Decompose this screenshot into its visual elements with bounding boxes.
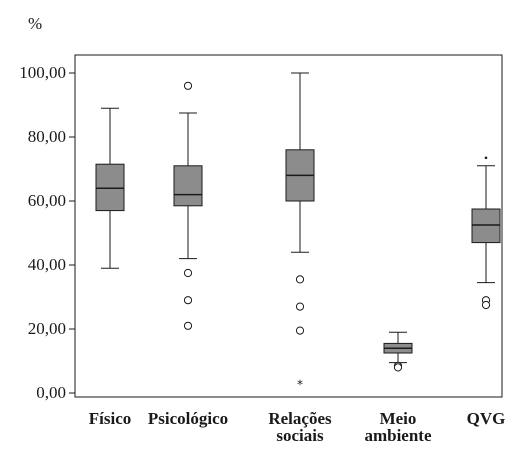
- y-tick-label: 60,00: [28, 191, 66, 210]
- y-axis-label: %: [28, 14, 42, 33]
- box-group: [95, 107, 125, 269]
- outlier-point: [295, 302, 305, 311]
- y-tick-label: 100,00: [19, 63, 66, 82]
- outlier-point: [295, 275, 305, 284]
- x-tick-label-line: QVG: [467, 409, 506, 428]
- x-tick-label-line: ambiente: [364, 426, 432, 445]
- x-tick-label-line: Psicológico: [148, 409, 228, 428]
- x-tick-label: Relações sociais: [268, 409, 332, 445]
- box-group: *: [285, 72, 315, 391]
- outlier-point: [183, 81, 193, 90]
- plot-frame: [74, 54, 503, 398]
- y-tick-label: 40,00: [28, 255, 66, 274]
- outlier-point: [295, 326, 305, 335]
- x-axis-labels: Físico Psicológico Relações sociais Meio ambi…: [89, 409, 506, 445]
- box-group: [383, 331, 413, 372]
- x-tick-label: Físico: [89, 409, 132, 428]
- y-axis-ticks: 0,00 20,00 40,00 60,00 80,00 100,00: [19, 63, 75, 402]
- outlier-point: [393, 363, 403, 372]
- iqr-box: [95, 163, 125, 212]
- x-tick-label: Psicológico: [148, 409, 228, 428]
- iqr-box: [471, 208, 501, 244]
- iqr-box: [173, 165, 203, 207]
- y-tick-label: 0,00: [36, 383, 66, 402]
- box-group: [471, 156, 501, 310]
- box-group: [173, 81, 203, 330]
- x-tick-label-line: sociais: [276, 426, 324, 445]
- y-tick-label: 80,00: [28, 127, 66, 146]
- outlier-point: [481, 300, 491, 310]
- extreme-point: *: [297, 377, 303, 391]
- x-tick-label: Meio ambiente: [364, 409, 432, 445]
- x-tick-label-line: Relações: [268, 409, 332, 428]
- x-tick-label-line: Meio: [380, 409, 417, 428]
- y-tick-label: 20,00: [28, 319, 66, 338]
- outlier-point: [183, 296, 193, 305]
- boxplot-series: *: [95, 72, 501, 391]
- outlier-point: [183, 321, 193, 330]
- x-tick-label-line: Físico: [89, 409, 132, 428]
- outlier-point: [183, 268, 193, 278]
- x-tick-label: QVG: [467, 409, 506, 428]
- extreme-point: [484, 156, 488, 160]
- plot-border: [74, 54, 503, 398]
